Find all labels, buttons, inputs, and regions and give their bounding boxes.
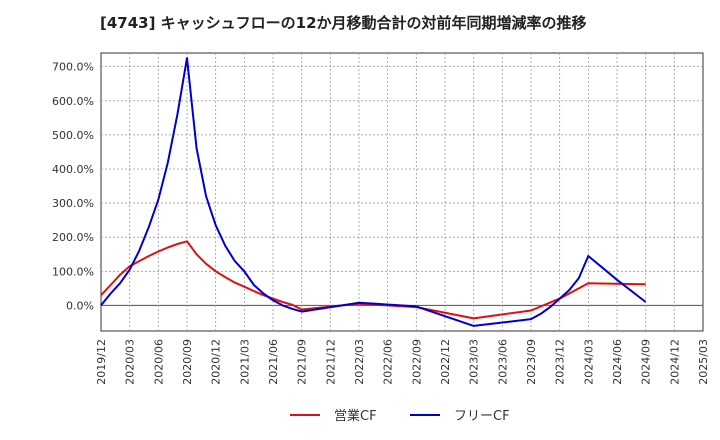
legend-layer: 営業CF フリーCF [290,408,510,424]
plot-area [100,52,704,332]
x-tick-label: 2024/09 [640,339,653,385]
x-tick-label: 2020/09 [181,339,194,385]
x-tick-label: 2019/12 [95,339,108,385]
grid-layer [100,52,704,332]
legend-label-2: フリーCF [454,409,510,424]
y-tick-label: 700.0% [52,61,94,74]
series-line-2 [100,57,647,327]
series-line-1 [100,240,646,320]
x-tick-label: 2022/06 [382,339,395,385]
x-tick-label: 2020/12 [210,339,223,385]
x-tick-label: 2024/03 [582,339,595,385]
x-tick-label: 2022/09 [410,339,423,385]
x-tick-label: 2025/03 [697,339,710,385]
y-tick-label: 0.0% [66,299,94,312]
axis-layer: 0.0% 100.0% 200.0% 300.0% 400.0% 500.0% 600.0%… [52,61,710,385]
y-tick-label: 200.0% [52,231,94,244]
legend-label-1: 営業CF [334,408,377,424]
x-tick-label: 2022/12 [439,339,452,385]
x-tick-label: 2020/03 [124,339,137,385]
x-tick-label: 2023/03 [468,339,481,385]
x-tick-label: 2024/06 [611,339,624,385]
y-tick-label: 500.0% [52,129,94,142]
x-tick-label: 2021/06 [267,339,280,385]
x-tick-label: 2021/03 [238,339,251,385]
x-tick-label: 2024/12 [668,339,681,385]
y-tick-label: 100.0% [52,265,94,278]
y-tick-label: 300.0% [52,197,94,210]
x-tick-label: 2021/12 [324,339,337,385]
x-tick-label: 2020/06 [152,339,165,385]
x-tick-label: 2022/03 [353,339,366,385]
series-layer [100,57,647,327]
x-tick-label: 2023/06 [496,339,509,385]
y-tick-label: 400.0% [52,163,94,176]
y-tick-label: 600.0% [52,95,94,108]
chart-title: [4743] キャッシュフローの12か月移動合計の対前年同期増減率の推移 [100,14,587,32]
x-tick-label: 2021/09 [296,339,309,385]
x-tick-label: 2023/09 [525,339,538,385]
x-tick-label: 2023/12 [554,339,567,385]
